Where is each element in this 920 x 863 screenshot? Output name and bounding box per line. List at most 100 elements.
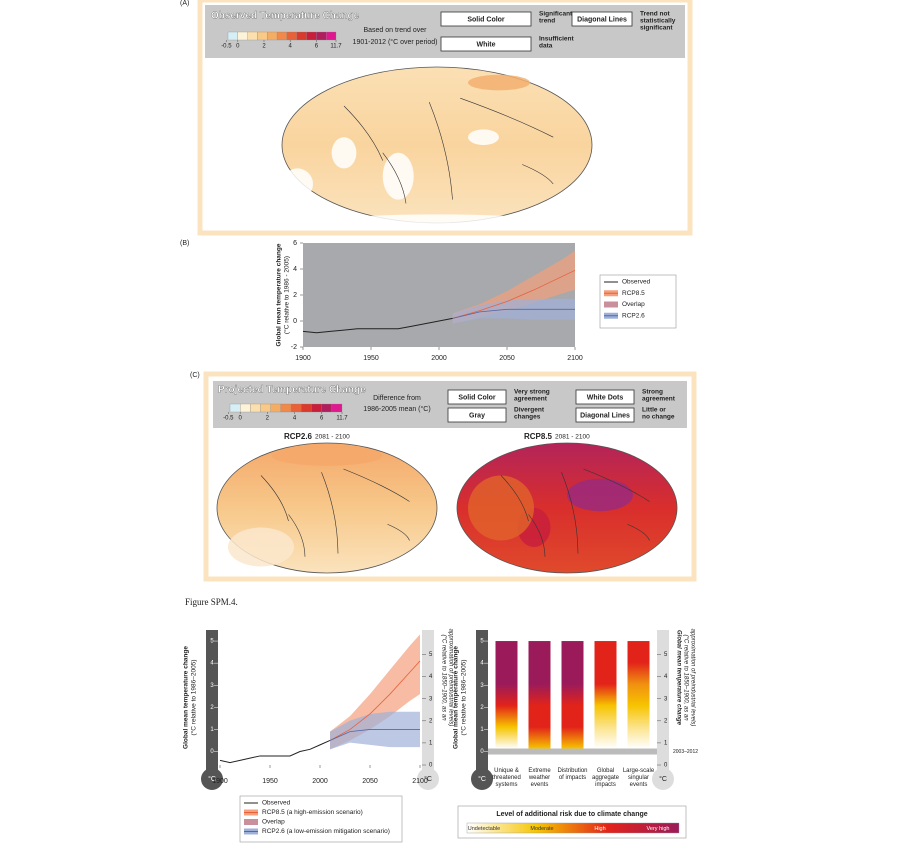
colorbar-cell bbox=[290, 403, 302, 413]
unit: °C bbox=[478, 775, 486, 783]
x-tick-label: Distribution of impacts bbox=[557, 768, 588, 781]
y-axis-label: (°C relative to 1986–2005) bbox=[460, 660, 468, 736]
bar bbox=[528, 641, 551, 749]
colorbar-cell bbox=[260, 403, 271, 413]
key-box bbox=[447, 407, 507, 423]
colorbar-label: 2 bbox=[262, 44, 266, 50]
x-tick-label: Unique & threatened systems bbox=[492, 768, 521, 788]
panel-title: Observed Temperature Change bbox=[211, 11, 360, 22]
x-tick-label: 2000 bbox=[431, 355, 447, 362]
map-patch bbox=[468, 475, 534, 541]
y-tick-label: 0 bbox=[480, 749, 484, 755]
y-tick-label: 5 bbox=[480, 639, 484, 645]
y2-tick-label: 5 bbox=[429, 652, 433, 658]
x-tick-label: Global aggregate impacts bbox=[591, 768, 620, 788]
bar bbox=[594, 641, 617, 749]
legend-label: Observed bbox=[622, 279, 651, 286]
x-tick-label: 2000 bbox=[312, 778, 328, 785]
legend-swatch bbox=[604, 301, 618, 308]
x-tick-label: 1900 bbox=[212, 778, 228, 785]
map-patch bbox=[282, 168, 313, 200]
colorbar-label: 4 bbox=[293, 416, 297, 422]
colorbar-cell bbox=[280, 403, 292, 413]
key-text: changes bbox=[514, 414, 541, 421]
y-axis-label: Global mean temperature change bbox=[183, 646, 190, 749]
y2-tick-label: 2 bbox=[429, 718, 433, 724]
y2-tick-label: 4 bbox=[429, 674, 433, 680]
left-axis-bar bbox=[206, 630, 218, 771]
colorbar-label: 11.7 bbox=[336, 416, 348, 422]
y-tick-label: 4 bbox=[293, 266, 297, 273]
panel-label: (B) bbox=[180, 240, 189, 247]
key-text: statistically bbox=[640, 18, 676, 25]
colorbar-cell bbox=[296, 31, 307, 41]
key-label: White Dots bbox=[587, 394, 624, 401]
colorbar-label: 0 bbox=[236, 44, 240, 50]
coastline bbox=[528, 514, 546, 557]
map-outline bbox=[456, 442, 678, 574]
caption: Figure SPM.4. bbox=[185, 597, 238, 607]
y2-tick-label: 0 bbox=[664, 763, 668, 769]
y-tick-label: 5 bbox=[210, 639, 214, 645]
legend-label: RCP2.6 bbox=[622, 312, 645, 319]
panel-title: Projected Temperature Change bbox=[218, 385, 366, 396]
y-tick-label: 2 bbox=[210, 705, 214, 711]
map-patch bbox=[344, 214, 530, 224]
coastline bbox=[583, 468, 650, 502]
map-title: RCP2.6 bbox=[284, 432, 313, 441]
y2-axis-label: Global mean temperature change bbox=[675, 630, 681, 726]
y2-tick-label: 5 bbox=[664, 652, 668, 658]
colorbar-cell bbox=[306, 31, 317, 41]
colorbar-cell bbox=[331, 403, 343, 413]
key-text: significant bbox=[640, 25, 673, 32]
risk-level: Moderate bbox=[530, 826, 553, 832]
key-box bbox=[447, 389, 507, 405]
reference-band bbox=[488, 748, 657, 755]
key-box bbox=[440, 11, 532, 27]
coastline bbox=[500, 475, 529, 522]
x-tick-label: 2050 bbox=[362, 778, 378, 785]
map-title: RCP8.5 bbox=[524, 432, 553, 441]
coastline bbox=[387, 523, 410, 541]
range-band bbox=[452, 298, 575, 324]
key-text: Strong bbox=[642, 389, 663, 396]
map-patch bbox=[228, 527, 294, 567]
colorbar-label: 11.7 bbox=[330, 44, 342, 50]
map-patch bbox=[468, 74, 530, 91]
right-axis-bar bbox=[657, 630, 669, 771]
right-axis-bar bbox=[422, 630, 434, 771]
coastline bbox=[428, 101, 453, 200]
key-text: Little or bbox=[642, 407, 666, 414]
series-line bbox=[329, 660, 421, 741]
x-tick-label: 1900 bbox=[295, 355, 311, 362]
risk-level: High bbox=[594, 826, 605, 832]
panel-label: (C) bbox=[190, 372, 200, 379]
colorbar-label: 2 bbox=[266, 416, 270, 422]
unit-bulb bbox=[471, 768, 493, 790]
series-line bbox=[219, 740, 331, 764]
y-axis-label: Global mean temperature change bbox=[276, 243, 283, 346]
note: 1901-2012 (°C over period) bbox=[353, 38, 438, 46]
key-label: Solid Color bbox=[467, 16, 505, 23]
coastline bbox=[260, 475, 289, 522]
risk-level: Very high bbox=[647, 826, 670, 832]
y2-axis-label: approximation of preindustrial levels) bbox=[689, 629, 695, 727]
x-tick-label: 2050 bbox=[499, 355, 515, 362]
y-axis-label: Global mean temperature change bbox=[453, 646, 460, 749]
map-period: 2081 - 2100 bbox=[555, 434, 590, 441]
legend-label: RCP2.6 (a low-emission mitigation scenar… bbox=[262, 828, 390, 835]
colorbar-cell bbox=[229, 403, 241, 413]
y-tick-label: 4 bbox=[480, 661, 484, 667]
x-tick-label: 1950 bbox=[363, 355, 379, 362]
y-tick-label: 0 bbox=[293, 318, 297, 325]
coastline bbox=[561, 472, 579, 554]
y2-tick-label: 0 bbox=[429, 763, 433, 769]
key-box bbox=[571, 11, 633, 27]
unit: °C bbox=[424, 775, 432, 783]
key-text: Trend not bbox=[640, 11, 670, 18]
unit-bulb bbox=[417, 768, 439, 790]
y-tick-label: 3 bbox=[480, 683, 484, 689]
legend-label: Overlap bbox=[622, 301, 645, 308]
colorbar-cell bbox=[311, 403, 322, 413]
